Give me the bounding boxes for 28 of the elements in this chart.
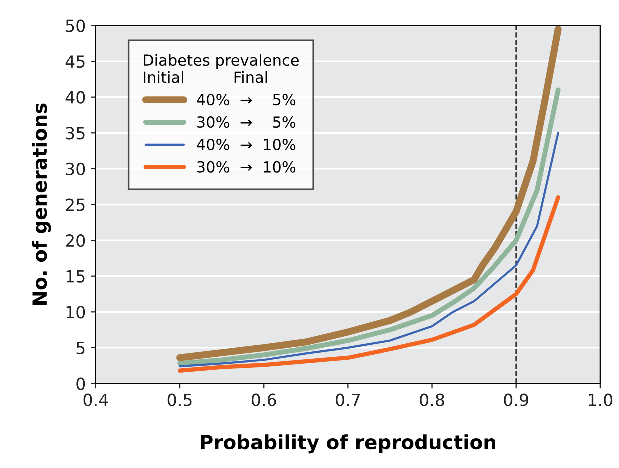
- legend-label: 30% → 10%: [197, 161, 296, 173]
- y-tick-label: 20: [66, 234, 86, 248]
- legend-title: Diabetes prevalence Initial Final: [144, 54, 299, 84]
- line-series: [178, 196, 560, 373]
- y-tick-label: 30: [66, 162, 86, 176]
- y-tick-label: 15: [66, 270, 85, 283]
- x-tick-label: 0.9: [504, 394, 528, 406]
- y-tick-label: 40: [66, 91, 86, 104]
- y-axis-title: No. of generations: [32, 104, 52, 305]
- x-axis-title: Probability of reproduction: [201, 434, 496, 454]
- y-tick-label: 0: [76, 378, 86, 390]
- x-tick-label: 0.7: [336, 394, 360, 406]
- y-tick-label: 25: [66, 198, 85, 212]
- legend-label: 40% → 5%: [197, 94, 296, 106]
- x-tick-label: 0.5: [168, 394, 192, 406]
- y-tick-label: 50: [66, 20, 86, 32]
- x-tick-label: 1.0: [589, 394, 613, 406]
- y-tick-label: 45: [66, 56, 85, 68]
- line-series: [178, 132, 560, 368]
- y-tick-label: 35: [66, 127, 85, 140]
- y-tick-label: 5: [76, 342, 85, 355]
- line-series: [178, 88, 561, 366]
- x-tick-label: 0.6: [252, 394, 276, 406]
- x-tick-label: 0.4: [84, 394, 108, 406]
- legend-label: 40% → 10%: [197, 138, 296, 150]
- x-tick-label: 0.8: [420, 394, 444, 406]
- legend-label: 30% → 5%: [197, 116, 296, 128]
- y-tick-label: 10: [66, 306, 86, 319]
